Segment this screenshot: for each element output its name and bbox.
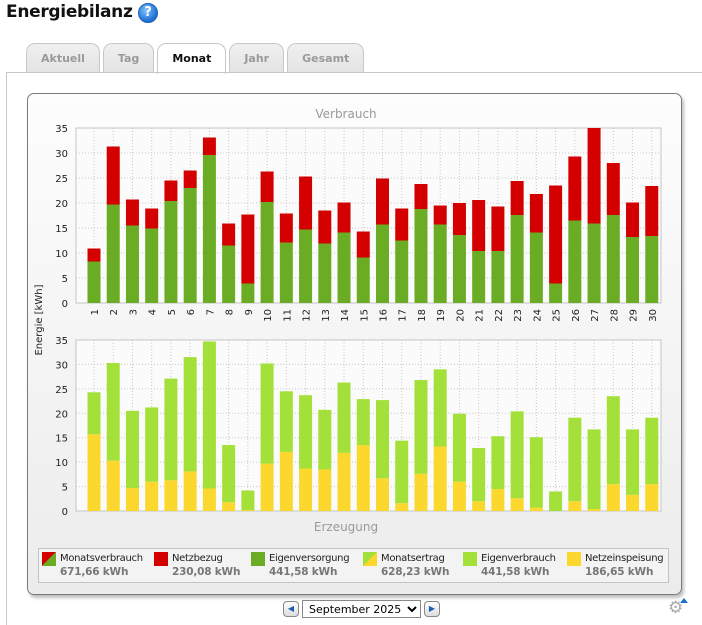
swatch-netzeinspeisung	[567, 552, 581, 566]
swatch-monatsverbrauch	[42, 552, 56, 566]
page-title: Energiebilanz	[6, 2, 133, 22]
help-icon[interactable]: ?	[138, 3, 158, 23]
tab-bar: Aktuell Tag Monat Jahr Gesamt	[26, 43, 365, 74]
swatch-eigenversorgung	[251, 552, 265, 566]
tab-gesamt[interactable]: Gesamt	[287, 43, 365, 73]
content-border	[6, 72, 7, 625]
tab-tag[interactable]: Tag	[102, 43, 155, 73]
legend-label: Netzeinspeisung	[585, 553, 664, 564]
prev-month-button[interactable]: ◀	[283, 601, 299, 617]
legend-value: 230,08 kWh	[172, 566, 241, 578]
legend-value: 671,66 kWh	[60, 566, 129, 578]
legend-label: Netzbezug	[172, 553, 223, 564]
legend-value: 628,23 kWh	[381, 566, 450, 578]
swatch-monatsertrag	[363, 552, 377, 566]
legend-label: Monatsertrag	[381, 553, 445, 564]
tab-divider	[6, 72, 702, 73]
legend-eigenversorgung: Eigenversorgung 441,58 kWh	[251, 549, 363, 582]
month-navigation: ◀ September 2025 ▶	[283, 600, 440, 618]
tab-aktuell[interactable]: Aktuell	[26, 43, 100, 73]
legend-label: Monatsverbrauch	[60, 553, 143, 564]
tab-monat[interactable]: Monat	[157, 43, 227, 74]
legend-value: 186,65 kWh	[585, 566, 654, 578]
next-month-button[interactable]: ▶	[424, 601, 440, 617]
swatch-netzbezug	[154, 552, 168, 566]
month-select[interactable]: September 2025	[302, 600, 421, 618]
legend-value: 441,58 kWh	[481, 566, 550, 578]
chart-panel	[27, 93, 682, 595]
legend-eigenverbrauch: Eigenverbrauch 441,58 kWh	[463, 549, 567, 582]
tab-jahr[interactable]: Jahr	[229, 43, 285, 73]
settings-arrow-icon	[680, 598, 688, 603]
legend-label: Eigenverbrauch	[481, 553, 556, 564]
legend: Monatsverbrauch 671,66 kWh Netzbezug 230,0…	[38, 548, 669, 583]
legend-label: Eigenversorgung	[269, 553, 350, 564]
settings-gear-icon[interactable]: ⚙	[668, 598, 684, 618]
legend-monatsertrag: Monatsertrag 628,23 kWh	[363, 549, 463, 582]
legend-netzeinspeisung: Netzeinspeisung 186,65 kWh	[567, 549, 667, 582]
legend-monatsverbrauch: Monatsverbrauch 671,66 kWh	[42, 549, 154, 582]
legend-value: 441,58 kWh	[269, 566, 338, 578]
swatch-eigenverbrauch	[463, 552, 477, 566]
legend-netzbezug: Netzbezug 230,08 kWh	[154, 549, 251, 582]
